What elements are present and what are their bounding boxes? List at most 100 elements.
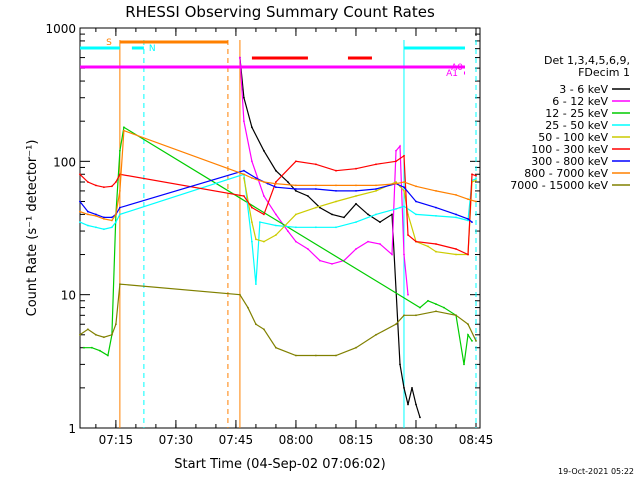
data-point: [123, 126, 125, 129]
data-point: [295, 226, 297, 229]
data-point: [455, 253, 457, 256]
data-point: [475, 200, 477, 203]
series-line: [79, 154, 477, 256]
data-point: [355, 190, 357, 192]
legend-label: 25 - 50 keV: [545, 119, 608, 132]
data-point: [87, 210, 89, 213]
data-point: [375, 333, 377, 336]
data-point: [395, 323, 397, 326]
status-bar-label: A0: [451, 63, 463, 73]
data-point: [251, 160, 253, 163]
y-tick-label: 10: [61, 289, 76, 303]
data-point: [435, 243, 437, 245]
data-point: [391, 253, 393, 256]
data-point: [119, 173, 121, 176]
plot-frame: [79, 27, 481, 429]
footer-date: 19-Oct-2021 05:22: [558, 467, 634, 476]
data-point: [115, 181, 117, 183]
data-point: [263, 149, 265, 152]
y-axis-label: Count Rate (s⁻¹ detector⁻¹): [25, 140, 40, 317]
data-point: [107, 354, 109, 357]
data-point: [335, 354, 337, 357]
legend-label: 12 - 25 keV: [545, 107, 608, 120]
data-point: [295, 354, 297, 357]
data-point: [103, 186, 105, 189]
data-point: [123, 129, 125, 132]
data-point: [435, 303, 437, 305]
data-point: [315, 163, 317, 166]
series-line: [79, 283, 477, 357]
data-point: [315, 206, 317, 209]
data-point: [295, 240, 297, 243]
data-point: [275, 169, 277, 172]
data-point: [275, 182, 277, 185]
data-point: [471, 173, 473, 176]
data-point: [467, 218, 469, 220]
data-point: [79, 210, 81, 213]
data-point: [335, 169, 337, 172]
data-point: [415, 240, 417, 243]
status-bar-label: A1: [446, 69, 458, 79]
x-tick-label: 07:15: [99, 433, 134, 447]
data-point: [275, 186, 277, 189]
data-point: [335, 200, 337, 203]
data-point: [295, 160, 297, 163]
data-point: [319, 259, 321, 262]
data-point: [435, 206, 437, 209]
series-line: [79, 129, 477, 222]
data-point: [375, 163, 377, 166]
data-point: [275, 346, 277, 349]
data-point: [419, 306, 421, 309]
data-point: [427, 245, 429, 248]
series-line: [239, 57, 409, 295]
data-point: [263, 181, 265, 183]
y-ticks: 1 10 100 1000: [45, 22, 480, 436]
data-point: [463, 363, 465, 366]
data-point: [251, 206, 253, 209]
data-point: [111, 219, 113, 222]
data-point: [415, 200, 417, 203]
data-point: [467, 333, 469, 336]
data-point: [335, 190, 337, 192]
y-tick-label: 1000: [45, 22, 76, 36]
data-point: [115, 213, 117, 216]
data-point: [355, 248, 357, 250]
data-point: [455, 213, 457, 216]
chart-title: RHESSI Observing Summary Count Rates: [125, 3, 435, 21]
data-point: [367, 213, 369, 216]
data-point: [395, 182, 397, 185]
data-point: [87, 224, 89, 227]
data-point: [79, 221, 81, 224]
data-point: [355, 346, 357, 349]
data-point: [307, 195, 309, 197]
data-point: [455, 216, 457, 219]
data-point: [443, 306, 445, 309]
data-point: [467, 219, 469, 222]
data-point: [407, 234, 409, 236]
legend-label: 800 - 7000 keV: [524, 167, 608, 180]
data-point: [79, 173, 81, 176]
data-point: [103, 336, 105, 339]
data-point: [335, 226, 337, 229]
data-point: [119, 149, 121, 152]
data-point: [471, 221, 473, 224]
data-point: [119, 213, 121, 216]
x-axis-label: Start Time (04-Sep-02 07:06:02): [174, 457, 385, 472]
data-point: [99, 349, 101, 352]
data-point: [411, 387, 413, 389]
data-point: [395, 181, 397, 183]
data-point: [399, 206, 401, 209]
data-point: [83, 346, 85, 349]
x-tick-label: 08:45: [459, 433, 494, 447]
data-point: [115, 323, 117, 326]
legend-label: 7000 - 15000 keV: [510, 179, 608, 192]
data-point: [475, 177, 477, 180]
data-point: [399, 363, 401, 366]
data-point: [435, 215, 437, 217]
data-point: [415, 403, 417, 406]
data-point: [275, 224, 277, 227]
data-point: [403, 181, 405, 183]
